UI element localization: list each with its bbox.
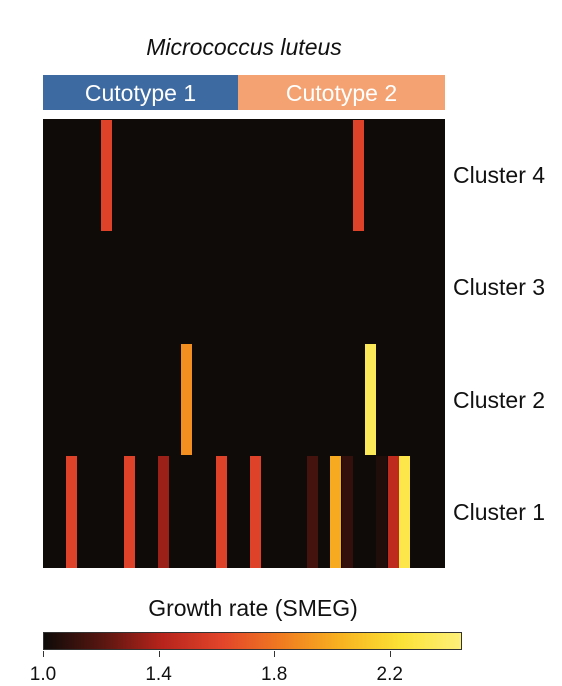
heatmap-cell — [364, 344, 376, 456]
heatmap-cell — [353, 119, 365, 231]
row-label-cluster-3: Cluster 3 — [453, 274, 546, 301]
colorbar — [43, 632, 462, 650]
heatmap-cell — [376, 456, 388, 568]
row-label-cluster-2: Cluster 2 — [453, 386, 546, 413]
heatmap-cell — [66, 456, 78, 568]
heatmap-cell — [307, 456, 319, 568]
heatmap-cell — [330, 456, 342, 568]
heatmap-cell — [123, 456, 135, 568]
heatmap-cell — [215, 456, 227, 568]
colorbar-tick-label: 1.4 — [145, 664, 172, 685]
colorbar-tick — [389, 651, 391, 657]
heatmap-cell — [399, 456, 411, 568]
colorbar-tick — [274, 651, 276, 657]
group-band-cutotype-1: Cutotype 1 — [43, 75, 238, 110]
colorbar-tick-label: 2.2 — [376, 664, 403, 685]
colorbar-tick-label: 1.8 — [260, 664, 288, 685]
chart-title: Micrococcus luteus — [146, 34, 342, 60]
row-label-cluster-1: Cluster 1 — [453, 498, 546, 525]
heatmap-cell — [181, 344, 193, 456]
heatmap-cell — [158, 456, 170, 568]
colorbar-tick — [158, 651, 160, 657]
heatmap-grid — [43, 119, 445, 568]
heatmap-cell — [341, 456, 353, 568]
row-label-cluster-4: Cluster 4 — [453, 162, 546, 189]
colorbar-tick-label: 1.0 — [29, 664, 57, 685]
heatmap-cell — [249, 456, 261, 568]
colorbar-title: Growth rate (SMEG) — [148, 595, 358, 621]
heatmap-cell — [387, 456, 399, 568]
group-band-cutotype-2: Cutotype 2 — [238, 75, 445, 110]
heatmap-cell — [100, 119, 112, 231]
colorbar-tick — [43, 651, 44, 657]
